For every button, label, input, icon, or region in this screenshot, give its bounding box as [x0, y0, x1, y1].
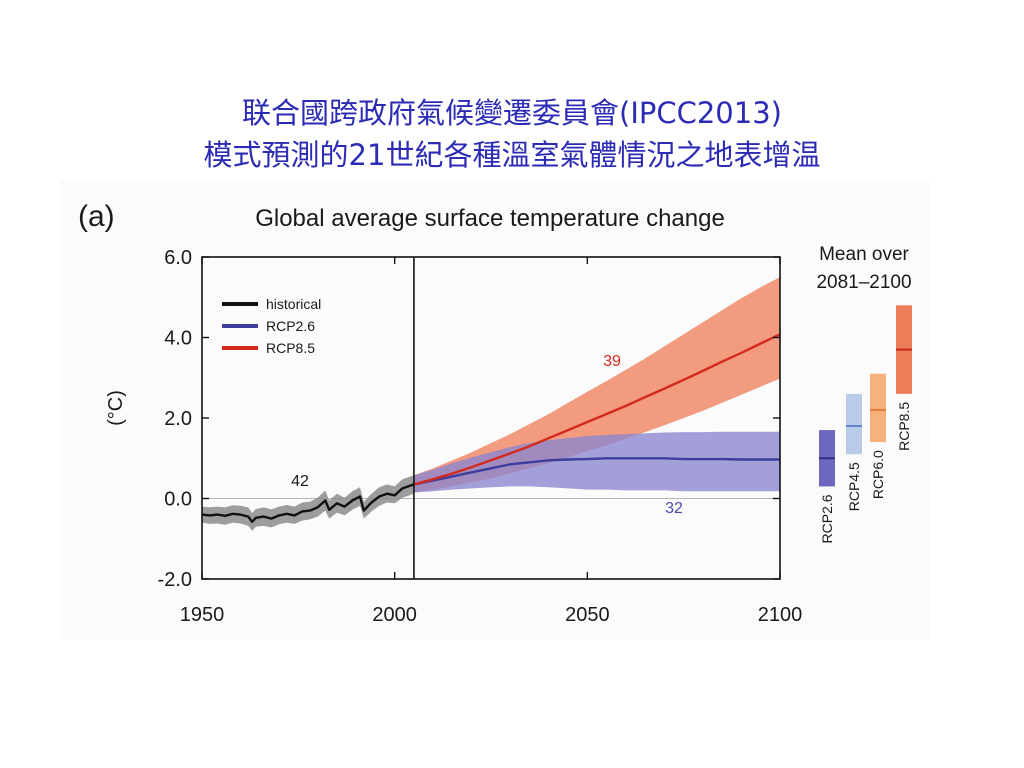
line-rcp85 [413, 333, 781, 486]
side-panel: RCP2.6 RCP4.5 RCP6.0 RCP8.5 [819, 305, 912, 543]
chart-legend: historical RCP2.6 RCP8.5 [222, 296, 321, 356]
side-bar-rcp45 [846, 393, 862, 455]
count-label-historical: 42 [291, 473, 309, 490]
plot-area [201, 257, 781, 579]
y-tick-label: -2.0 [158, 569, 192, 591]
axes: -2.0 0.0 2.0 4.0 6.0 1950 2000 2050 2100 [158, 247, 803, 626]
x-tick-label: 2050 [565, 604, 610, 626]
slide-title-line1: 联合國跨政府氣候變遷委員會(IPCC2013) [242, 96, 782, 130]
x-tick-label: 1950 [180, 604, 225, 626]
chart-figure: (a) Global average surface temperature c… [60, 180, 930, 640]
y-tick-label: 6.0 [164, 247, 192, 269]
legend-label-rcp26: RCP2.6 [266, 318, 315, 334]
legend-label-rcp85: RCP8.5 [266, 340, 315, 356]
band-historical [202, 475, 414, 531]
count-label-rcp26: 32 [665, 500, 683, 517]
y-axis-label: (°C) [105, 390, 127, 426]
y-tick-label: 2.0 [164, 408, 192, 430]
side-bar-label-rcp60: RCP6.0 [870, 450, 886, 499]
band-rcp26 [413, 431, 780, 493]
side-bar-rcp60 [870, 373, 886, 443]
y-tick-label: 4.0 [164, 328, 192, 350]
chart-title: Global average surface temperature chang… [255, 205, 725, 232]
side-bar-label-rcp45: RCP4.5 [846, 462, 862, 511]
line-historical [201, 483, 415, 523]
count-label-rcp85: 39 [603, 353, 621, 370]
x-tick-label: 2000 [372, 604, 417, 626]
x-tick-label: 2100 [758, 604, 803, 626]
side-panel-title-line1: Mean over [819, 244, 909, 265]
slide-title: 联合國跨政府氣候變遷委員會(IPCC2013) 模式預測的21世紀各種溫室氣體情… [0, 92, 1024, 176]
y-tick-label: 0.0 [164, 489, 192, 511]
panel-label: (a) [78, 200, 115, 233]
side-bar-label-rcp26: RCP2.6 [819, 494, 835, 543]
temperature-chart: (a) Global average surface temperature c… [78, 200, 912, 626]
side-panel-title-line2: 2081–2100 [816, 272, 911, 293]
legend-label-historical: historical [266, 296, 321, 312]
side-bar-label-rcp85: RCP8.5 [896, 402, 912, 451]
band-rcp85 [413, 277, 780, 493]
slide-title-line2: 模式預測的21世紀各種溫室氣體情況之地表增温 [203, 138, 821, 172]
line-rcp26 [413, 457, 780, 486]
